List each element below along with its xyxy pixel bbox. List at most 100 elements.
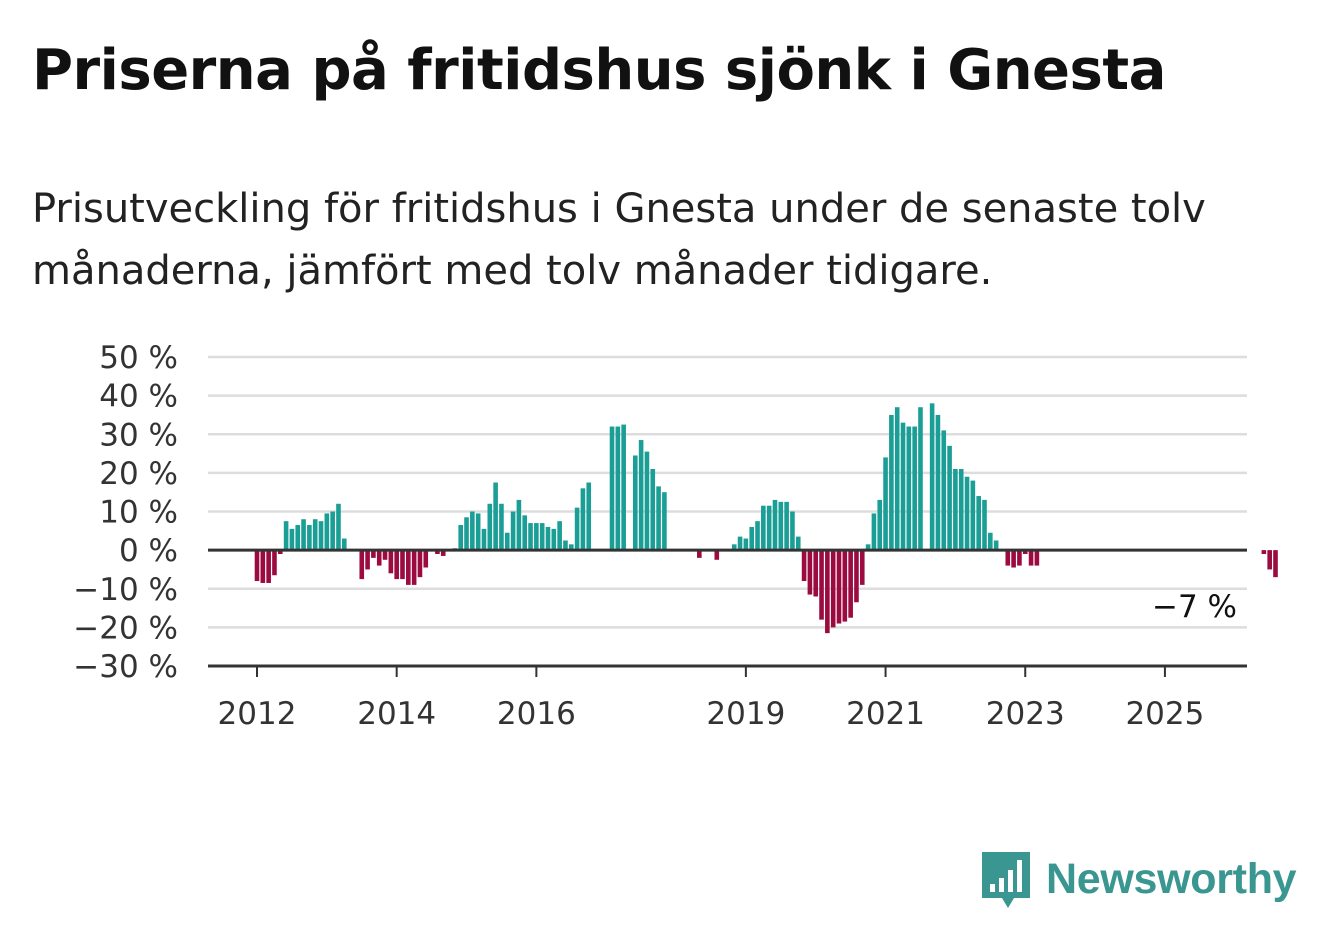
x-tick-label: 2016 bbox=[497, 696, 576, 732]
bar bbox=[755, 521, 760, 551]
last-value-annotation: −7 % bbox=[1152, 589, 1237, 625]
bar bbox=[929, 403, 935, 551]
bar bbox=[295, 525, 301, 551]
bar bbox=[307, 525, 312, 551]
x-axis-tick-labels: 2012 2014 2016 2019 2021 2023 2025 bbox=[218, 696, 1205, 732]
y-tick-label: 50 % bbox=[99, 340, 178, 376]
bar bbox=[1022, 550, 1028, 554]
bar-chart: 50 %40 %30 %20 %10 %0 %−10 %−20 %−30 % 2… bbox=[73, 340, 1278, 732]
bar bbox=[342, 538, 347, 551]
bar bbox=[382, 550, 388, 560]
bar bbox=[656, 486, 661, 551]
bar bbox=[324, 513, 330, 551]
bar bbox=[795, 536, 801, 551]
bar bbox=[737, 536, 743, 551]
x-tick-label: 2023 bbox=[986, 696, 1065, 732]
bar bbox=[609, 426, 615, 551]
bar bbox=[266, 550, 271, 583]
bar bbox=[900, 422, 906, 551]
bar bbox=[964, 476, 970, 551]
bar bbox=[825, 550, 830, 634]
bar bbox=[283, 521, 289, 551]
bar bbox=[958, 469, 964, 551]
bar bbox=[790, 511, 795, 551]
x-tick-label: 2021 bbox=[846, 696, 925, 732]
bar bbox=[330, 511, 335, 551]
bar bbox=[534, 523, 539, 551]
bar bbox=[417, 550, 423, 578]
bar bbox=[912, 426, 917, 551]
bar bbox=[813, 550, 819, 597]
x-tick-label: 2019 bbox=[706, 696, 785, 732]
bar bbox=[289, 528, 295, 551]
bar bbox=[586, 482, 592, 551]
bar bbox=[272, 550, 277, 576]
bar bbox=[400, 550, 405, 580]
bar bbox=[697, 550, 702, 558]
bar bbox=[551, 528, 557, 551]
bar bbox=[644, 451, 650, 551]
bar bbox=[470, 511, 475, 551]
bar bbox=[376, 550, 382, 566]
bar bbox=[516, 499, 522, 551]
bar bbox=[464, 517, 469, 551]
y-tick-label: 0 % bbox=[119, 533, 178, 569]
bar bbox=[481, 528, 487, 551]
bar bbox=[545, 526, 551, 551]
bar bbox=[318, 521, 324, 551]
bar bbox=[970, 480, 976, 551]
bar bbox=[871, 513, 877, 551]
bar bbox=[1261, 550, 1267, 554]
bar bbox=[388, 550, 394, 574]
bar bbox=[830, 550, 836, 628]
bar bbox=[574, 507, 580, 551]
bar bbox=[522, 515, 528, 551]
bar bbox=[947, 445, 952, 551]
bar bbox=[510, 511, 516, 551]
bar bbox=[889, 414, 894, 551]
bar bbox=[906, 426, 912, 551]
bar bbox=[761, 505, 766, 551]
bar bbox=[650, 469, 656, 551]
bar bbox=[778, 501, 784, 551]
bar bbox=[371, 550, 376, 558]
bar bbox=[731, 544, 737, 551]
bar bbox=[504, 532, 510, 551]
y-tick-label: −10 % bbox=[73, 572, 178, 608]
bar bbox=[411, 550, 417, 585]
bar bbox=[1005, 550, 1011, 566]
bars bbox=[254, 403, 1278, 634]
axes bbox=[208, 548, 1247, 677]
bar bbox=[935, 414, 941, 551]
bar bbox=[633, 455, 638, 551]
bar bbox=[277, 550, 283, 554]
newsworthy-logo: Newsworthy bbox=[980, 848, 1297, 910]
bar bbox=[423, 550, 429, 568]
x-tick-label: 2012 bbox=[218, 696, 297, 732]
bar bbox=[941, 430, 947, 551]
bar bbox=[982, 499, 987, 551]
bar bbox=[766, 505, 772, 551]
x-tick-label: 2014 bbox=[357, 696, 436, 732]
bar bbox=[260, 550, 266, 583]
bar bbox=[976, 496, 981, 551]
y-tick-label: 40 % bbox=[99, 379, 178, 415]
bar bbox=[1273, 550, 1278, 578]
bar bbox=[615, 426, 621, 551]
y-tick-label: 20 % bbox=[99, 456, 178, 492]
bar bbox=[801, 550, 807, 582]
bar bbox=[621, 424, 626, 551]
bar bbox=[568, 544, 574, 551]
chart-subtitle: Prisutveckling för fritidshus i Gnesta u… bbox=[32, 186, 1206, 294]
bar bbox=[394, 550, 399, 580]
chart-title: Priserna på fritidshus sjönk i Gnesta bbox=[32, 38, 1166, 103]
newsworthy-wordmark: Newsworthy bbox=[1046, 854, 1297, 903]
bar bbox=[563, 540, 568, 551]
bar bbox=[580, 488, 586, 551]
bar bbox=[877, 499, 883, 551]
y-tick-label: 10 % bbox=[99, 495, 178, 531]
bar bbox=[493, 482, 498, 551]
bar bbox=[638, 440, 644, 551]
bar bbox=[475, 513, 481, 551]
bar bbox=[440, 550, 446, 556]
